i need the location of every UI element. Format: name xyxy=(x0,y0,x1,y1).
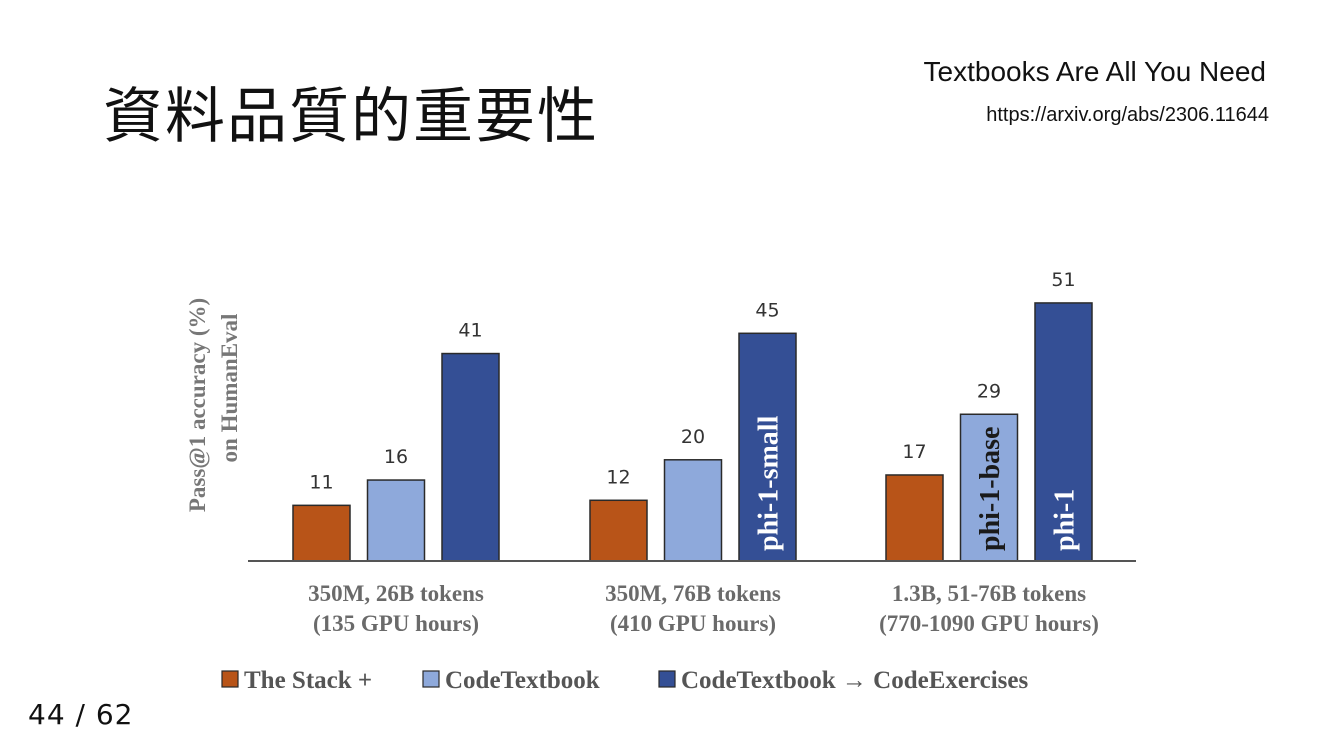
bar-2-group-1 xyxy=(366,479,426,562)
legend-swatch xyxy=(658,670,676,688)
x-tick-label-line-2: (135 GPU hours) xyxy=(313,611,479,636)
x-tick-label-line-1: 350M, 26B tokens xyxy=(308,581,484,606)
data-label: 11 xyxy=(309,471,333,493)
bar-1-group-1 xyxy=(292,504,351,562)
reference-title: Textbooks Are All You Need xyxy=(923,56,1266,87)
legend-label: The Stack + xyxy=(244,667,372,694)
data-label: 17 xyxy=(902,441,926,463)
bar-3-group-2 xyxy=(738,332,797,562)
x-tick-label-line-1: 1.3B, 51-76B tokens xyxy=(892,581,1086,606)
bar-model-label: phi-1 xyxy=(1050,489,1081,551)
legend-swatch xyxy=(422,670,440,688)
bar-1-group-3 xyxy=(885,474,944,562)
bar-3-group-3 xyxy=(1034,302,1093,562)
data-label: 16 xyxy=(384,446,408,468)
x-tick-label-line-1: 350M, 76B tokens xyxy=(605,581,781,606)
data-label: 41 xyxy=(458,320,482,342)
bar-1-group-2 xyxy=(589,499,648,562)
legend-label: CodeTextbook → CodeExercises xyxy=(681,667,1029,694)
reference-url: https://arxiv.org/abs/2306.11644 xyxy=(986,104,1269,126)
bar-2-group-2 xyxy=(663,459,723,562)
data-label: 51 xyxy=(1051,269,1075,291)
y-axis-label-line-1: Pass@1 accuracy (%) xyxy=(185,298,211,512)
y-axis-label-line-2: on HumanEval xyxy=(217,314,242,463)
data-label: 45 xyxy=(755,299,779,321)
bar-3-group-1 xyxy=(441,352,500,562)
x-tick-label-line-2: (770-1090 GPU hours) xyxy=(879,611,1099,636)
data-label: 20 xyxy=(681,426,705,448)
bar-model-label: phi-1-small xyxy=(754,415,785,551)
bar-2-group-3 xyxy=(959,413,1019,562)
data-label: 29 xyxy=(977,380,1001,402)
legend-label: CodeTextbook xyxy=(445,667,600,694)
bar-model-label: phi-1-base xyxy=(975,427,1006,551)
x-tick-label-line-2: (410 GPU hours) xyxy=(610,611,776,636)
legend-swatch xyxy=(221,670,239,688)
page-number: 44 / 62 xyxy=(28,698,134,731)
data-label: 12 xyxy=(606,466,630,488)
slide-title: 資料品質的重要性 xyxy=(103,82,599,152)
